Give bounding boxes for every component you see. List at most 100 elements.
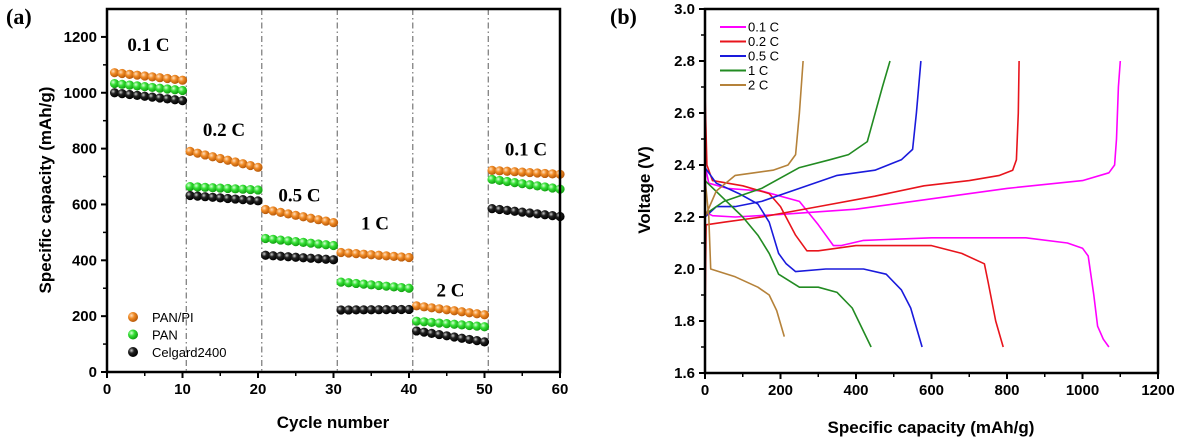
data-point — [464, 308, 474, 318]
data-point — [336, 277, 346, 287]
line-2-c-charge — [704, 60, 804, 218]
series-pan-pi — [109, 68, 565, 320]
y-tick-label: 1.8 — [674, 313, 695, 330]
data-point — [132, 70, 142, 80]
data-point — [457, 320, 467, 330]
data-point — [185, 146, 195, 157]
data-point — [253, 185, 263, 195]
data-point — [147, 82, 157, 93]
data-point — [396, 282, 407, 293]
data-point — [238, 159, 248, 169]
data-point — [306, 253, 316, 263]
data-point — [276, 207, 286, 218]
data-point — [291, 237, 301, 247]
panel-a-label: (a) — [6, 4, 32, 29]
data-point — [208, 183, 218, 193]
data-point — [344, 248, 354, 258]
data-point — [200, 192, 210, 202]
y-tick-label: 2.6 — [674, 105, 695, 122]
data-point — [344, 278, 354, 288]
line-0-2-c-discharge — [704, 92, 1004, 348]
data-point — [313, 239, 323, 249]
data-point — [336, 247, 346, 258]
x-tick-label: 1000 — [1066, 382, 1099, 399]
y-axis-label: Voltage (V) — [635, 146, 654, 234]
data-point — [396, 304, 407, 315]
data-point — [328, 255, 339, 265]
data-point — [442, 331, 452, 341]
data-point — [268, 251, 278, 261]
x-axis-label: Cycle number — [277, 413, 390, 432]
data-point — [245, 160, 256, 171]
line-0-5-c-discharge — [704, 167, 923, 348]
data-point — [389, 282, 399, 292]
data-point — [109, 68, 120, 78]
x-tick-label: 600 — [919, 382, 944, 399]
plot-frame-b — [703, 7, 1160, 375]
data-point — [238, 184, 248, 194]
data-point — [109, 78, 120, 89]
data-point — [328, 218, 339, 228]
y-tick-label: 2.0 — [674, 261, 695, 278]
data-point — [396, 252, 407, 262]
line-0-1-c-charge — [704, 60, 1122, 218]
data-point — [185, 181, 195, 192]
x-tick-label: 20 — [250, 381, 267, 398]
y-tick-label: 1200 — [64, 29, 97, 46]
panel-b: (b) 0 200 400 600 800 1000 1200 1.6 1.8 2.0 2.2 2.… — [610, 1, 1175, 437]
data-point — [381, 305, 391, 315]
data-point — [321, 216, 331, 226]
data-point — [540, 210, 550, 220]
line-1-c-discharge — [704, 180, 872, 348]
legend-marker-celgard2400 — [128, 347, 138, 357]
data-point — [313, 215, 323, 225]
data-point — [276, 235, 286, 245]
data-point — [140, 82, 150, 92]
data-point — [298, 237, 308, 248]
data-point — [411, 316, 422, 326]
data-point — [381, 281, 391, 291]
legend-marker-pan — [128, 329, 138, 340]
data-point — [291, 252, 301, 262]
x-axis-label: Specific capacity (mAh/g) — [828, 418, 1035, 437]
data-point — [230, 184, 240, 194]
y-tick-label: 2.4 — [674, 157, 696, 174]
data-point — [260, 250, 271, 260]
data-point — [215, 193, 225, 203]
data-point — [457, 333, 467, 343]
rate-annotation: 0.5 C — [278, 186, 320, 207]
data-point — [479, 310, 490, 320]
y-ticks: 0 200 400 600 800 1000 1200 — [64, 29, 107, 381]
data-point — [510, 177, 520, 188]
data-point — [419, 317, 429, 327]
x-tick-label: 1200 — [1141, 382, 1174, 399]
x-tick-label: 40 — [401, 381, 418, 398]
data-point — [260, 204, 271, 215]
data-point — [291, 210, 301, 220]
data-point — [510, 167, 520, 177]
data-point — [336, 305, 346, 315]
data-point — [442, 319, 452, 329]
data-point — [140, 91, 150, 101]
data-point — [155, 73, 165, 83]
data-point — [306, 238, 316, 248]
panel-a: (a) 0.1 C 0.2 C 0.5 C 1 C 2 C 0.1 C 0 10 20 30 40… — [6, 4, 568, 432]
data-point — [510, 206, 520, 216]
data-point — [223, 183, 233, 194]
data-point — [117, 79, 127, 89]
data-point — [177, 85, 188, 96]
data-point — [170, 85, 180, 95]
rate-annotation: 0.1 C — [127, 35, 169, 56]
line-0-2-c-charge — [704, 60, 1020, 322]
legend: PAN/PI PAN Celgard2400 — [128, 310, 226, 360]
data-point — [464, 334, 474, 345]
data-point — [472, 336, 482, 346]
data-point — [162, 73, 172, 84]
data-point — [366, 305, 376, 315]
data-point — [540, 182, 550, 192]
panel-b-label: (b) — [610, 4, 637, 29]
data-point — [374, 250, 384, 260]
data-point — [502, 205, 512, 215]
data-point — [495, 166, 505, 176]
data-point — [532, 209, 542, 219]
